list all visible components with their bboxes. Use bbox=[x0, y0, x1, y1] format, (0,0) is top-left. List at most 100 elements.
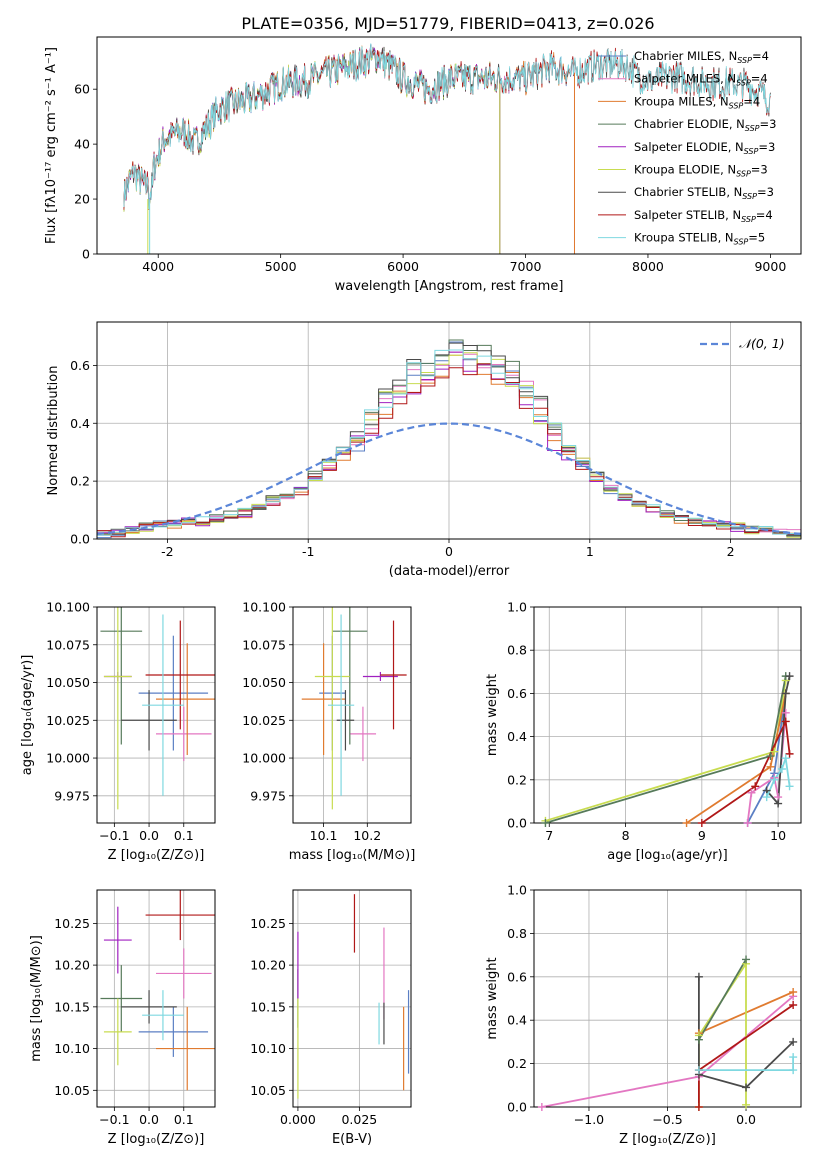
plot-area bbox=[301, 607, 407, 810]
y-tick-label: 10.000 bbox=[46, 751, 90, 766]
mass-weight-marker bbox=[762, 793, 771, 802]
x-tick-label: −0.1 bbox=[99, 1112, 129, 1127]
y-tick-label: 0.4 bbox=[507, 729, 527, 744]
y-tick-label: 10.15 bbox=[250, 999, 286, 1014]
y-tick-label: 10.10 bbox=[250, 1041, 286, 1056]
axes-frame bbox=[533, 889, 802, 1108]
y-tick-label: 0 bbox=[82, 247, 90, 262]
y-tick-label: 10.025 bbox=[46, 713, 90, 728]
y-tick-label: 10.05 bbox=[54, 1083, 90, 1098]
x-tick-label: 6000 bbox=[387, 259, 419, 274]
axes-frame bbox=[96, 36, 802, 255]
y-tick-label: 10.15 bbox=[54, 999, 90, 1014]
y-tick-label: 9.975 bbox=[250, 788, 286, 803]
y-tick-label: 0.0 bbox=[507, 816, 527, 831]
mass-weight-marker bbox=[694, 1103, 703, 1111]
x-tick-label: −1.0 bbox=[574, 1112, 604, 1127]
y-tick-label: 10.20 bbox=[250, 958, 286, 973]
x-tick-label: 10 bbox=[770, 828, 786, 843]
legend-entry: Kroupa MILES, NSSP=4 bbox=[634, 94, 760, 110]
spectrum-panel: 4000 5000 6000 7000 8000 9000 0 20 40 60 wavelengt… bbox=[44, 36, 802, 294]
y-tick-label: 0.6 bbox=[507, 969, 527, 984]
x-tick-label: 7000 bbox=[510, 259, 542, 274]
spectrum-model-line bbox=[123, 43, 771, 210]
x-tick-label: 0.0 bbox=[736, 1112, 756, 1127]
y-tick-label: 0.4 bbox=[507, 1013, 527, 1028]
mass-weight-marker bbox=[785, 782, 794, 791]
y-tick-label: 0.4 bbox=[70, 416, 90, 431]
mass-weight-marker bbox=[766, 762, 775, 771]
mass-weight-marker bbox=[694, 1035, 703, 1044]
x-tick-label: 9000 bbox=[754, 259, 786, 274]
x-axis-label: wavelength [Angstrom, rest frame] bbox=[335, 279, 564, 294]
mass-weight-marker bbox=[697, 819, 706, 827]
x-tick-label: 7 bbox=[545, 828, 553, 843]
x-tick-label: -2 bbox=[161, 544, 173, 559]
axes-frame bbox=[96, 889, 216, 1108]
mass-weight-marker bbox=[789, 1037, 798, 1046]
x-axis-label: mass [log₁₀(M/M⊙)] bbox=[289, 848, 416, 863]
x-axis-label: Z [log₁₀(Z/Z⊙)] bbox=[108, 848, 205, 863]
x-tick-label: 0 bbox=[445, 544, 453, 559]
y-tick-label: 40 bbox=[74, 137, 90, 152]
mass-weight-marker bbox=[751, 782, 760, 791]
age-vs-metallicity-panel: −0.1 0.0 0.1 9.975 10.000 10.025 10.050 10.075 1… bbox=[20, 600, 216, 863]
x-tick-label: 8000 bbox=[632, 259, 664, 274]
y-tick-label: 1.0 bbox=[507, 883, 527, 898]
y-tick-label: 10.000 bbox=[242, 751, 286, 766]
y-tick-label: 0.6 bbox=[507, 686, 527, 701]
mass-weight-line bbox=[698, 976, 794, 1089]
mass-vs-metallicity-panel: −0.1 0.0 0.1 10.05 10.10 10.15 10.20 10.25 Z [lo… bbox=[29, 889, 216, 1147]
mass-weight-marker bbox=[789, 1001, 798, 1010]
axes-frame bbox=[533, 606, 802, 824]
x-tick-label: 2 bbox=[727, 544, 735, 559]
y-tick-label: 10.20 bbox=[54, 958, 90, 973]
y-tick-label: 10.100 bbox=[242, 600, 286, 615]
y-tick-label: 0.2 bbox=[507, 1056, 527, 1071]
axes-frame bbox=[96, 606, 216, 824]
x-tick-label: 0.1 bbox=[174, 828, 194, 843]
residual-histogram bbox=[97, 342, 801, 537]
legend-entry: Chabrier ELODIE, NSSP=3 bbox=[634, 117, 776, 133]
mass-weight-marker bbox=[743, 819, 752, 827]
mass-weight-line bbox=[698, 958, 747, 1041]
mass-weight-marker bbox=[785, 749, 794, 758]
x-tick-label: 0.1 bbox=[174, 1112, 194, 1127]
x-tick-label: 0.000 bbox=[280, 1112, 316, 1127]
y-tick-label: 9.975 bbox=[54, 788, 90, 803]
x-tick-label: 0.025 bbox=[341, 1112, 377, 1127]
x-tick-label: −0.5 bbox=[652, 1112, 682, 1127]
x-axis-label: age [log₁₀(age/yr)] bbox=[607, 848, 728, 863]
x-tick-label: 8 bbox=[622, 828, 630, 843]
mass-weight-marker bbox=[747, 788, 756, 797]
y-tick-label: 10.10 bbox=[54, 1041, 90, 1056]
age-vs-mass-panel: 10.1 10.2 9.975 10.000 10.025 10.050 10.075 10.… bbox=[242, 600, 416, 864]
mass-weight-marker bbox=[541, 819, 550, 827]
x-tick-label: 0.0 bbox=[139, 828, 159, 843]
mass-weight-marker bbox=[774, 799, 783, 808]
x-tick-label: 10.2 bbox=[353, 828, 381, 843]
axes-frame bbox=[96, 321, 802, 540]
y-tick-label: 10.100 bbox=[46, 600, 90, 615]
mass-weight-line bbox=[766, 675, 791, 806]
y-tick-label: 10.050 bbox=[242, 675, 286, 690]
x-tick-label: 10.1 bbox=[310, 828, 338, 843]
mass-weight-marker bbox=[682, 819, 691, 827]
legend-entry: Salpeter ELODIE, NSSP=3 bbox=[634, 140, 775, 156]
y-tick-label: 0.8 bbox=[507, 926, 527, 941]
legend-entry: Kroupa ELODIE, NSSP=3 bbox=[634, 163, 768, 179]
x-tick-label: 5000 bbox=[265, 259, 297, 274]
x-tick-label: -1 bbox=[302, 544, 314, 559]
mass-weight-marker bbox=[789, 1053, 798, 1062]
spectrum-legend: Chabrier MILES, NSSP=4 Salpeter MILES, NS… bbox=[598, 49, 776, 247]
mass-weight-marker bbox=[777, 765, 786, 773]
plot-area bbox=[123, 43, 771, 254]
x-tick-label: 4000 bbox=[142, 259, 174, 274]
y-axis-label: mass weight bbox=[485, 957, 500, 1039]
y-tick-label: 0.6 bbox=[70, 358, 90, 373]
mass-weight-marker bbox=[742, 1100, 751, 1109]
x-axis-label: Z [log₁₀(Z/Z⊙)] bbox=[619, 1132, 716, 1147]
legend-entry: Salpeter MILES, NSSP=4 bbox=[634, 72, 768, 88]
mass-weight-marker bbox=[785, 672, 794, 681]
mass-vs-ebv-panel: 0.000 0.025 10.05 10.10 10.15 10.20 10.25 E(B-V… bbox=[250, 889, 412, 1147]
